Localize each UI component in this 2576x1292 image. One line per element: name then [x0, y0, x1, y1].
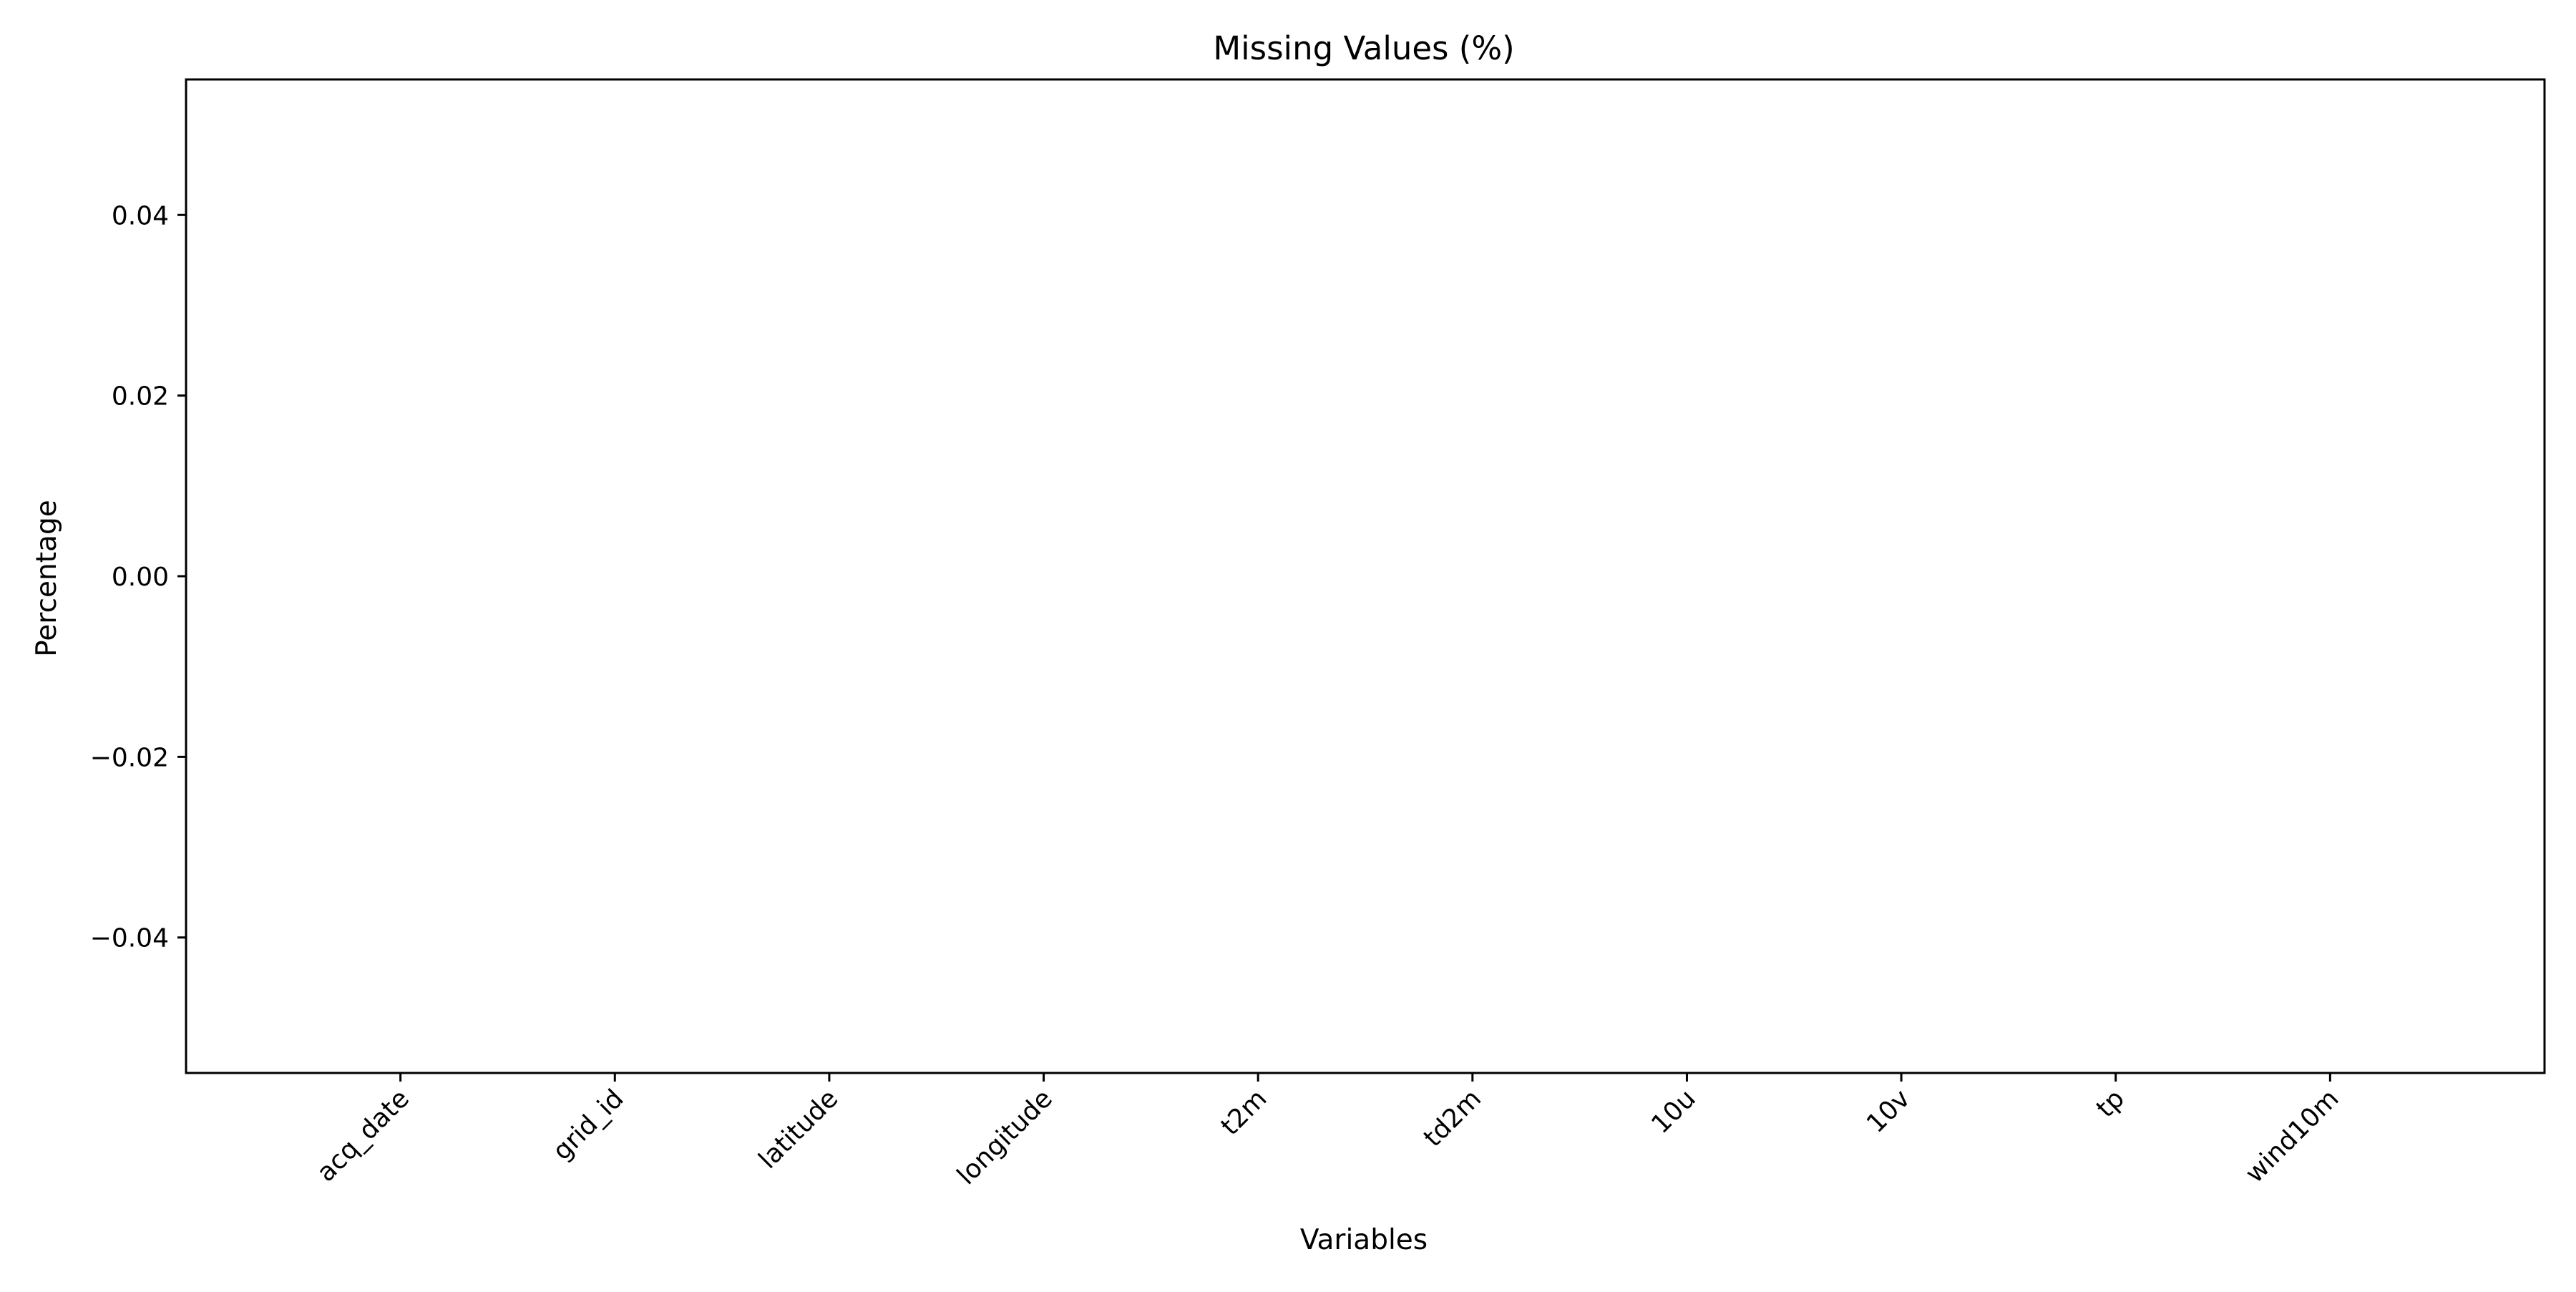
- y-tick-label: 0.02: [112, 382, 169, 412]
- y-tick-label: −0.02: [90, 743, 169, 772]
- chart-title: Missing Values (%): [1213, 29, 1514, 67]
- y-tick-label: −0.04: [90, 924, 169, 953]
- y-axis-label: Percentage: [31, 500, 63, 656]
- x-axis-label: Variables: [1300, 1224, 1428, 1256]
- y-axis: 0.04 0.02 0.00 −0.02 −0.04: [90, 201, 186, 953]
- y-tick-label: 0.04: [112, 201, 169, 230]
- y-tick-label: 0.00: [112, 563, 169, 592]
